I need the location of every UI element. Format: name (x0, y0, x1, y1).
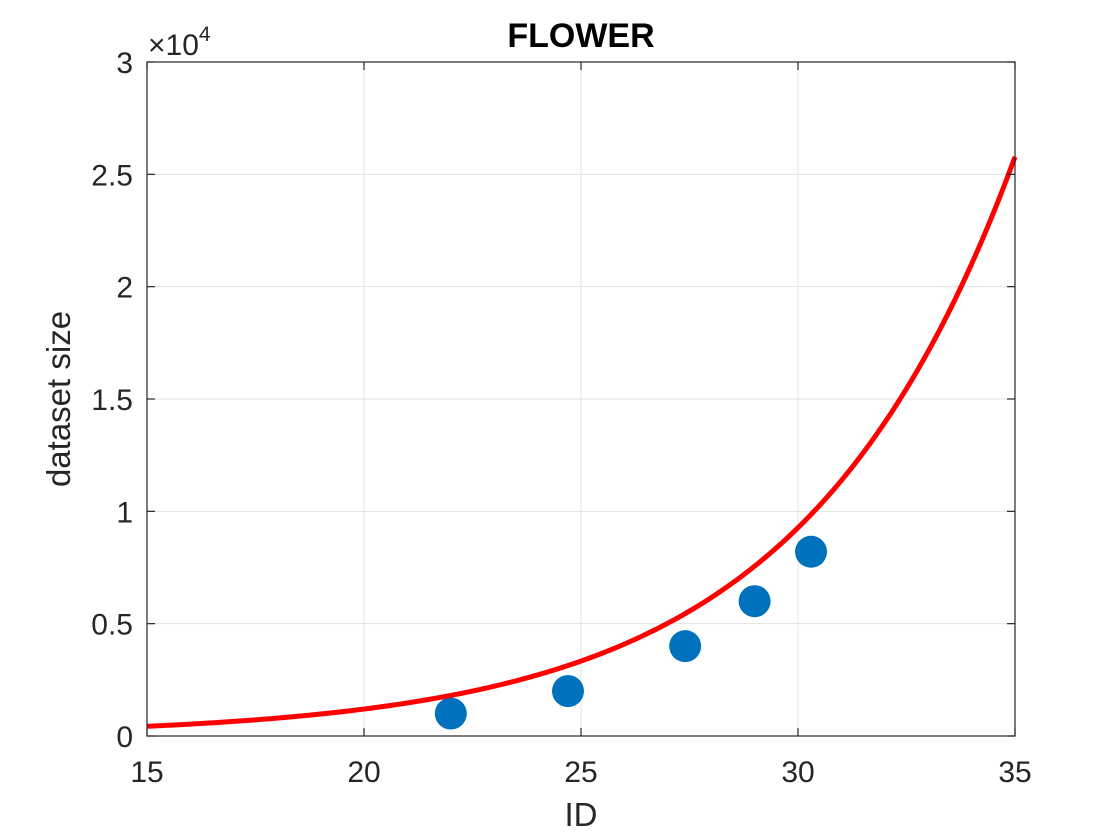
y-tick-label: 2.5 (91, 159, 133, 192)
y-exponent-base: ×10 (148, 29, 199, 62)
y-exponent-power: 4 (199, 23, 211, 46)
y-tick-label: 3 (116, 47, 133, 80)
y-tick-label: 0 (116, 721, 133, 754)
y-axis-label: dataset size (40, 311, 77, 487)
data-point (669, 630, 702, 663)
data-point (434, 697, 467, 730)
y-tick-label: 0.5 (91, 609, 133, 642)
data-point (551, 675, 584, 708)
data-point (795, 535, 828, 568)
x-tick-label: 15 (130, 756, 163, 789)
y-tick-label: 1.5 (91, 384, 133, 417)
y-tick-label: 2 (116, 272, 133, 305)
ticks: 15 20 25 30 35 0 0.5 1 1.5 2 2.5 3 (91, 47, 1031, 789)
x-tick-label: 20 (347, 756, 380, 789)
data-point (738, 585, 771, 618)
x-tick-label: 35 (998, 756, 1031, 789)
y-tick-label: 1 (116, 496, 133, 529)
x-tick-label: 25 (564, 756, 597, 789)
x-axis-label: ID (565, 796, 598, 833)
chart-title: FLOWER (507, 17, 654, 55)
y-exponent-label: ×104 (148, 23, 211, 62)
fit-curve (146, 156, 1018, 729)
x-tick-label: 30 (781, 756, 814, 789)
plot-content (146, 156, 1018, 730)
